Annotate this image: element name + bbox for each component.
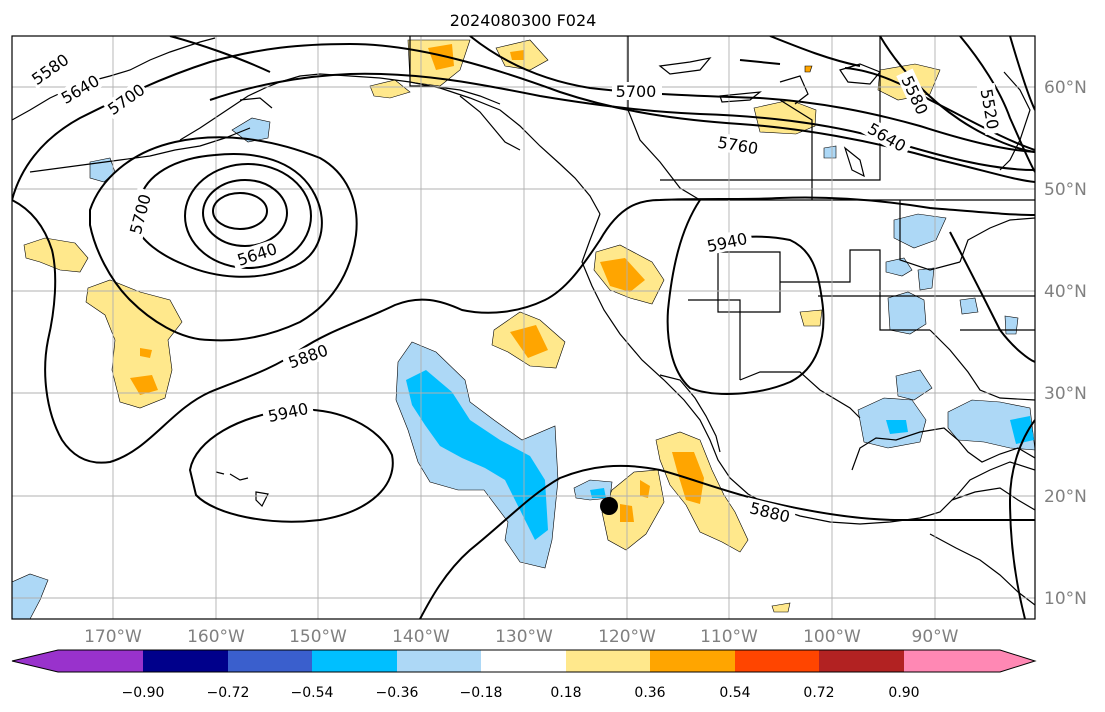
contour-label: 5700 <box>616 82 657 101</box>
colorbar: −0.90 −0.72 −0.54 −0.36 −0.18 0.18 0.36 … <box>11 649 1037 701</box>
colorbar-segment <box>397 650 481 672</box>
colorbar-tick: 0.90 <box>888 685 919 701</box>
height-contours <box>12 36 1035 619</box>
map-title: 2024080300 F024 <box>450 11 597 30</box>
lon-tick-label: 150°W <box>289 627 347 647</box>
negative-anomaly-fills <box>12 117 1035 619</box>
colorbar-segment <box>143 650 228 672</box>
map-frame <box>11 35 1036 620</box>
longitude-labels: 170°W 160°W 150°W 140°W 130°W 120°W 110°… <box>84 627 959 647</box>
colorbar-tick: −0.90 <box>122 685 165 701</box>
lon-tick-label: 110°W <box>700 627 758 647</box>
colorbar-tick: 0.36 <box>634 685 665 701</box>
colorbar-segment <box>58 650 143 672</box>
lon-tick-label: 120°W <box>598 627 656 647</box>
lat-tick-label: 40°N <box>1044 282 1087 302</box>
colorbar-extend-max <box>1000 650 1035 672</box>
colorbar-segment <box>228 650 312 672</box>
colorbar-tick: −0.72 <box>207 685 250 701</box>
storm-position-marker <box>600 497 618 515</box>
lon-tick-label: 130°W <box>495 627 553 647</box>
colorbar-segment <box>650 650 735 672</box>
colorbar-segments <box>12 650 1035 672</box>
colorbar-tick: 0.54 <box>719 685 750 701</box>
lat-tick-label: 20°N <box>1044 487 1087 507</box>
colorbar-segment <box>904 650 1000 672</box>
lon-tick-label: 140°W <box>392 627 450 647</box>
lon-tick-label: 90°W <box>912 627 959 647</box>
colorbar-tick: 0.18 <box>550 685 581 701</box>
map-panel: 5580 5640 5700 5700 5760 5640 5580 5520 … <box>11 35 1036 620</box>
graticule <box>12 36 1035 619</box>
colorbar-tick: −0.18 <box>460 685 503 701</box>
colorbar-tick-labels: −0.90 −0.72 −0.54 −0.36 −0.18 0.18 0.36 … <box>122 685 920 701</box>
lon-tick-label: 100°W <box>803 627 861 647</box>
colorbar-tick: −0.36 <box>376 685 419 701</box>
lat-tick-label: 60°N <box>1044 78 1087 98</box>
colorbar-segment <box>819 650 904 672</box>
lon-tick-label: 160°W <box>187 627 245 647</box>
colorbar-segment <box>481 650 566 672</box>
lat-tick-label: 50°N <box>1044 180 1087 200</box>
lat-tick-label: 30°N <box>1044 384 1087 404</box>
colorbar-segment <box>312 650 397 672</box>
lon-tick-label: 170°W <box>84 627 142 647</box>
lat-tick-label: 10°N <box>1044 589 1087 609</box>
latitude-labels: 60°N 50°N 40°N 30°N 20°N 10°N <box>1044 78 1087 609</box>
coastlines <box>12 36 1035 606</box>
colorbar-tick: −0.54 <box>291 685 334 701</box>
colorbar-segment <box>735 650 819 672</box>
colorbar-tick: 0.72 <box>803 685 834 701</box>
colorbar-extend-min <box>12 650 58 672</box>
colorbar-segment <box>566 650 650 672</box>
